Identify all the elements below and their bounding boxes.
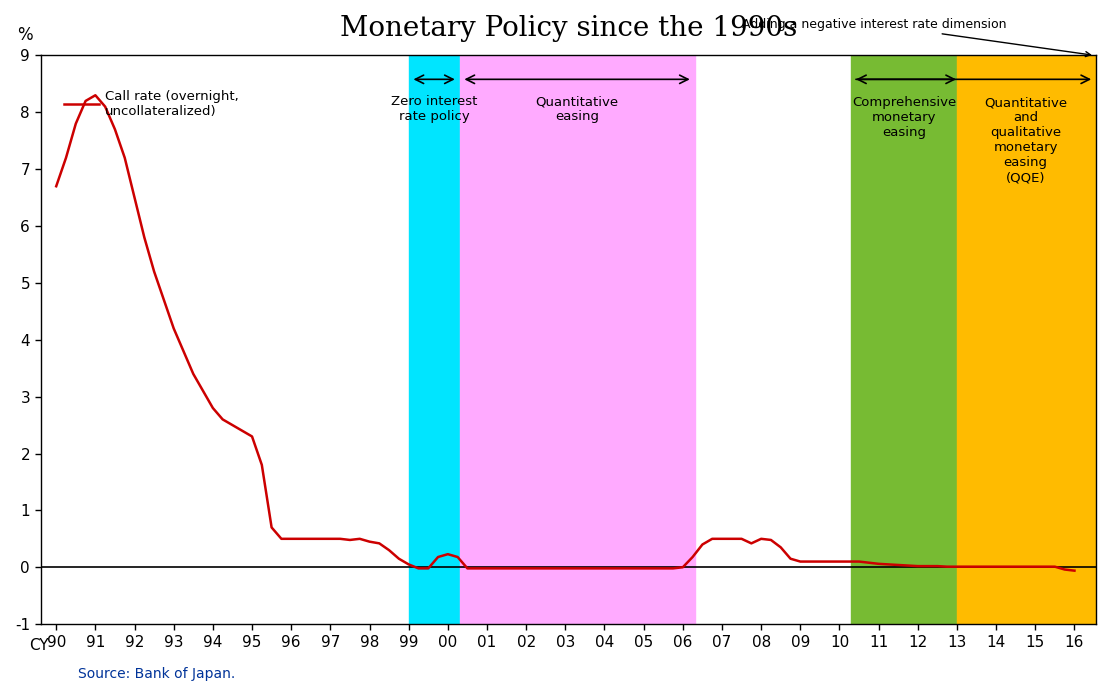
Text: Quantitative
easing: Quantitative easing [536,95,619,123]
Bar [851,56,957,624]
Text: Source: Bank of Japan.: Source: Bank of Japan. [78,667,236,681]
Text: Call rate (overnight,
uncollateralized): Call rate (overnight, uncollateralized) [106,89,239,118]
Text: %: % [17,26,32,44]
Bar [409,56,460,624]
Bar [460,56,694,624]
Bar [957,56,1095,624]
Text: CY: CY [29,638,49,654]
Text: Comprehensive
monetary
easing: Comprehensive monetary easing [852,96,957,140]
Text: Zero interest
rate policy: Zero interest rate policy [391,95,478,123]
Title: Monetary Policy since the 1990s: Monetary Policy since the 1990s [340,15,797,42]
Text: Adding a negative interest rate dimension: Adding a negative interest rate dimensio… [741,18,1091,56]
Text: Quantitative
and
qualitative
monetary
easing
(QQE): Quantitative and qualitative monetary ea… [984,96,1067,184]
